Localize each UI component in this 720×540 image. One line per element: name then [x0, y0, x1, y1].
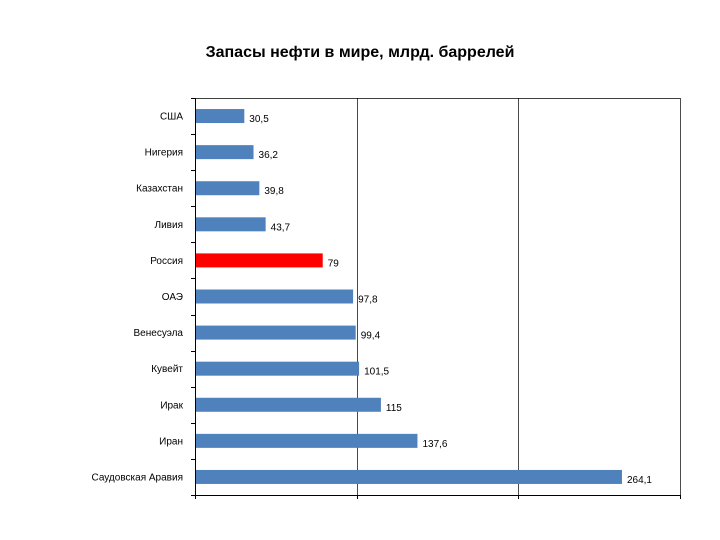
bar-9 [195, 433, 418, 448]
bars [195, 109, 622, 484]
bar-7 [195, 361, 360, 376]
bar-10 [195, 469, 622, 484]
value-label-3: 43,7 [271, 222, 291, 233]
value-label-0: 30,5 [249, 114, 269, 125]
category-label-8: Ирак [160, 400, 183, 411]
bar-1 [195, 145, 254, 160]
value-label-8: 115 [386, 403, 402, 414]
category-label-4: Россия [150, 256, 183, 267]
category-label-0: США [160, 112, 183, 123]
value-label-2: 39,8 [264, 186, 284, 197]
value-label-6: 99,4 [361, 331, 381, 342]
value-label-5: 97,8 [358, 295, 378, 306]
category-label-1: Нигерия [145, 148, 183, 159]
category-label-2: Казахстан [136, 184, 183, 195]
value-label-7: 101,5 [364, 367, 389, 378]
bar-2 [195, 181, 260, 196]
category-labels: США Нигерия Казахстан Ливия Россия ОАЭ Венесуэ… [91, 112, 183, 484]
bar-6 [195, 325, 356, 340]
chart-title: Запасы нефти в мире, млрд. баррелей [205, 44, 515, 61]
category-label-6: Венесуэла [134, 328, 184, 339]
category-label-5: ОАЭ [162, 292, 183, 303]
bar-8 [195, 397, 381, 412]
bar-4 [195, 253, 323, 268]
value-label-1: 36,2 [259, 150, 279, 161]
value-label-4: 79 [328, 258, 340, 269]
bar-5 [195, 289, 354, 304]
bar-3 [195, 217, 266, 232]
category-label-3: Ливия [155, 220, 183, 231]
bar-0 [195, 109, 245, 124]
category-label-9: Иран [159, 436, 183, 447]
axes [191, 98, 681, 499]
category-label-7: Кувейт [151, 364, 183, 375]
value-label-9: 137,6 [422, 439, 447, 450]
category-label-10: Саудовская Аравия [91, 472, 183, 483]
value-label-10: 264,1 [627, 475, 652, 486]
value-labels: 30,5 36,2 39,8 43,7 79 97,8 99,4 101,5 115 137,6 2… [249, 114, 652, 486]
gridlines [195, 98, 681, 495]
